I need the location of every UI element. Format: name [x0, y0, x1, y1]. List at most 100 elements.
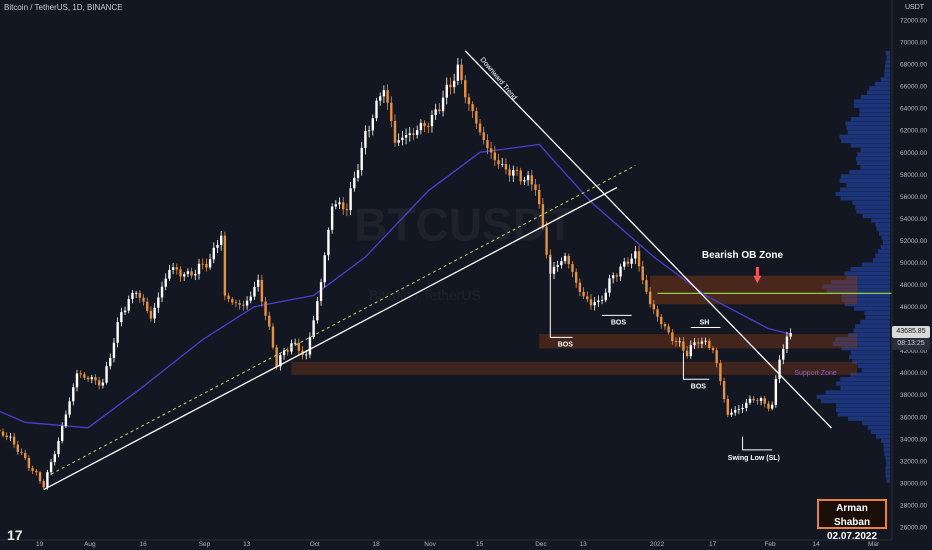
candle-body: [560, 261, 563, 266]
candle-body: [574, 271, 578, 283]
bearish-arrow-icon: [753, 275, 762, 284]
volume-profile-bar: [840, 187, 890, 192]
candle-body: [168, 269, 171, 279]
candle-body: [423, 123, 426, 127]
candle-body: [31, 468, 34, 471]
candle-body: [567, 255, 570, 265]
volume-profile-bar: [885, 50, 890, 55]
candle-body: [597, 300, 600, 303]
candle-body: [20, 451, 23, 453]
candle-body: [112, 342, 116, 359]
candle-body: [589, 299, 593, 306]
volume-profile-bar: [855, 156, 890, 161]
candle-body: [260, 279, 264, 302]
last-price-tag: 43685.85: [892, 326, 930, 338]
price-axis-tick: 28000.00: [900, 502, 927, 509]
candle-body: [271, 326, 275, 348]
candle-body: [419, 123, 423, 131]
candle-body: [16, 444, 20, 452]
candle-body: [249, 296, 252, 301]
downward-trendline: [464, 50, 832, 429]
candle-body: [9, 436, 12, 438]
candle-body: [415, 130, 419, 135]
volume-profile-bar: [859, 112, 890, 117]
volume-profile-bar: [885, 456, 890, 461]
candle-body: [478, 123, 482, 133]
volume-profile-bar: [848, 333, 890, 338]
candle-body: [756, 400, 759, 402]
price-axis-tick: 70000.00: [900, 40, 927, 47]
volume-profile-bar: [835, 407, 890, 413]
volume-profile-bar: [875, 253, 890, 258]
price-axis-tick: 32000.00: [900, 458, 927, 465]
date-axis-tick: 15: [476, 541, 484, 548]
candle-body: [342, 202, 345, 210]
volume-profile-bar: [860, 94, 890, 100]
volume-profile-bar: [821, 399, 890, 404]
volume-profile-bar: [859, 108, 890, 113]
price-axis-tick: 30000.00: [900, 480, 927, 487]
candle-body: [157, 297, 160, 308]
candle-body: [208, 259, 212, 268]
candle-body: [412, 133, 415, 135]
candle-body: [353, 177, 356, 189]
candle-body: [645, 280, 648, 292]
bos-1-bracket: [549, 256, 573, 338]
volume-profile-bar: [839, 178, 890, 183]
candle-body: [700, 341, 704, 344]
candle-body: [545, 227, 548, 255]
candle-body: [600, 300, 604, 301]
price-axis-tick: 52000.00: [900, 238, 927, 245]
candle-body: [486, 140, 489, 149]
volume-profile-bar: [861, 262, 890, 267]
candle-body: [767, 403, 770, 409]
volume-profile-bar: [849, 169, 890, 175]
candle-body: [586, 296, 589, 300]
candle-body: [434, 109, 437, 115]
candle-body: [785, 336, 789, 349]
date-axis-tick: 13: [580, 541, 588, 548]
price-axis-tick: 46000.00: [900, 304, 927, 311]
volume-profile-bar: [822, 284, 890, 289]
candle-body: [205, 264, 208, 268]
candle-body: [508, 169, 511, 176]
volume-profile-bar: [816, 394, 890, 399]
volume-profile-bar: [850, 116, 890, 122]
candle-body: [438, 109, 441, 112]
volume-profile-bar: [856, 209, 890, 214]
candle-body: [582, 291, 585, 297]
candle-body: [719, 363, 722, 382]
volume-profile-bar: [842, 297, 890, 302]
candle-body: [667, 326, 670, 333]
candle-body: [375, 100, 378, 119]
candle-body: [349, 188, 352, 211]
volume-profile-bar: [853, 328, 890, 333]
candle-body: [630, 258, 633, 264]
author-name: Arman Shaban: [833, 503, 871, 528]
candle-body: [759, 398, 763, 402]
tradingview-logo[interactable]: 17: [7, 527, 23, 543]
candle-body: [179, 269, 182, 277]
date-axis-tick: Nov: [424, 541, 436, 548]
volume-profile-bar: [841, 293, 890, 298]
candle-body: [626, 261, 630, 264]
volume-profile-bar: [873, 258, 890, 263]
author-date: 02.07.2022: [826, 531, 878, 542]
volume-profile-bar: [861, 368, 890, 373]
volume-profile-bar: [867, 425, 890, 430]
volume-profile-bar: [884, 452, 890, 457]
date-axis-tick: 19: [36, 541, 44, 548]
candle-body: [556, 265, 559, 267]
candle-body: [46, 472, 49, 488]
candle-body: [608, 278, 611, 293]
volume-profile-bar: [860, 319, 890, 324]
candle-body: [519, 170, 522, 182]
volume-profile-bar: [850, 372, 890, 377]
volume-profile-bar: [871, 218, 890, 223]
date-axis-tick: 14: [813, 541, 821, 548]
candle-body: [733, 410, 737, 413]
volume-profile-bar: [876, 227, 890, 232]
bearish-ob-zone-label: Bearish OB Zone: [702, 250, 784, 261]
candle-body: [72, 387, 75, 402]
